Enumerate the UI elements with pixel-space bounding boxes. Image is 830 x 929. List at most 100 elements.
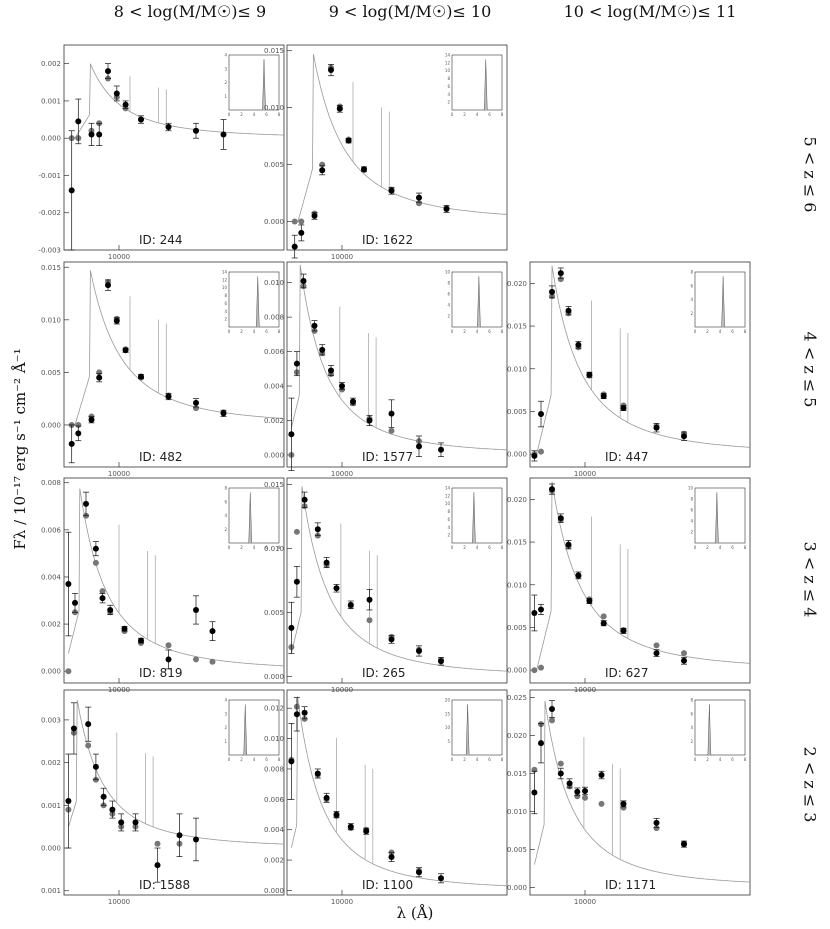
observed-flux-point — [96, 131, 103, 138]
observed-flux-point — [65, 581, 72, 588]
y-tick-label: 0.002 — [41, 621, 61, 629]
y-tick-label: 0.000 — [507, 884, 527, 892]
pz-y-tick-label: 1 — [224, 94, 227, 99]
pz-inset-frame — [228, 699, 280, 756]
pz-inset-frame — [228, 54, 280, 111]
observed-flux-point — [314, 770, 321, 777]
observed-flux-point — [586, 371, 593, 378]
pz-y-tick-label: 10 — [445, 270, 451, 275]
x-tick-label: 10000 — [108, 253, 130, 261]
observed-flux-point — [311, 322, 318, 329]
pz-x-tick-label: 0 — [451, 545, 454, 550]
observed-flux-point — [96, 374, 103, 381]
observed-flux-point — [193, 399, 199, 406]
panel-frame — [63, 689, 285, 896]
observed-flux-point — [288, 624, 295, 631]
pz-peak — [262, 59, 266, 111]
pz-y-tick-label: 2 — [447, 533, 450, 538]
observed-flux-point — [92, 763, 99, 770]
observed-flux-point — [288, 758, 295, 765]
pz-x-tick-label: 4 — [253, 329, 256, 334]
observed-flux-point — [557, 515, 564, 522]
model-flux-point — [416, 200, 422, 207]
observed-flux-point — [85, 721, 92, 728]
pz-x-tick-label: 0 — [694, 545, 697, 550]
pz-inset-frame — [694, 699, 746, 756]
sed-panel: 0.012 0.010 0.008 0.006 0.004 0.002 0.000 10000… — [264, 689, 508, 906]
observed-flux-point — [681, 841, 687, 848]
y-tick-label: 0.005 — [507, 624, 527, 632]
pz-x-tick-label: 6 — [488, 545, 491, 550]
pz-x-tick-label: 6 — [265, 112, 268, 117]
observed-flux-point — [165, 656, 172, 663]
model-flux-point — [319, 161, 326, 168]
pz-inset-frame — [451, 54, 503, 111]
object-id-label: ID: 1622 — [362, 233, 413, 247]
column-header-mass-high: 10 < log(M/M☉)≤ 11 — [563, 2, 737, 21]
observed-flux-point — [301, 496, 308, 503]
y-tick-label: 0.010 — [264, 279, 284, 287]
y-tick-label: 0.001 — [41, 97, 61, 105]
pz-x-tick-label: 8 — [744, 757, 747, 762]
observed-flux-point — [620, 405, 627, 412]
x-tick-label: 10000 — [574, 470, 596, 478]
pz-x-tick-label: 4 — [719, 329, 722, 334]
observed-flux-point — [193, 127, 199, 134]
observed-flux-point — [363, 828, 370, 835]
pz-y-tick-label: 4 — [447, 525, 450, 530]
observed-flux-point — [531, 789, 538, 796]
observed-flux-point — [65, 798, 72, 805]
pz-x-tick-label: 6 — [488, 329, 491, 334]
y-tick-label: 0.010 — [507, 365, 527, 373]
pz-x-tick-label: 2 — [706, 545, 709, 550]
panel-frame — [286, 689, 508, 896]
observed-flux-point — [165, 124, 172, 130]
pz-y-tick-label: 6 — [224, 301, 227, 306]
pz-x-tick-label: 8 — [278, 329, 281, 334]
pz-y-tick-label: 4 — [447, 303, 450, 308]
pz-y-tick-label: 6 — [224, 499, 227, 504]
sed-panel: 0.025 0.020 0.015 0.010 0.005 0.000 10000 ID: 1… — [507, 689, 751, 906]
observed-flux-point — [193, 836, 199, 843]
pz-x-tick-label: 8 — [278, 757, 281, 762]
object-id-label: ID: 447 — [605, 450, 649, 464]
pz-y-tick-label: 2 — [447, 100, 450, 105]
observed-flux-point — [113, 90, 120, 97]
model-flux-point — [291, 218, 298, 225]
model-flux-point — [600, 613, 607, 620]
observed-flux-point — [416, 443, 422, 450]
observed-flux-point — [92, 545, 99, 552]
observed-flux-point — [416, 869, 422, 876]
pz-x-tick-label: 8 — [501, 757, 504, 762]
observed-flux-point — [333, 585, 340, 592]
object-id-label: ID: 1100 — [362, 878, 413, 892]
model-flux-point — [85, 742, 92, 749]
observed-flux-point — [107, 606, 114, 613]
panel-frame — [63, 477, 285, 684]
sed-panel: 0.020 0.015 0.010 0.005 0.000 10000 ID: 447 0 2 4… — [507, 261, 751, 478]
model-flux-point — [65, 668, 72, 675]
panel-frame — [63, 44, 285, 251]
model-flux-point — [99, 588, 106, 595]
y-tick-label: 0.010 — [264, 104, 284, 112]
pz-y-tick-label: 2 — [447, 314, 450, 319]
observed-flux-point — [154, 862, 161, 869]
observed-flux-point — [300, 277, 307, 284]
observed-flux-point — [105, 282, 111, 289]
pz-y-tick-label: 2 — [690, 739, 693, 744]
pz-x-tick-label: 4 — [476, 545, 479, 550]
model-flux-point — [298, 218, 305, 225]
sed-panel: 0.002 0.001 0.000 -0.001 -0.002 -0.003 10000 ID… — [38, 44, 285, 261]
pz-inset-frame — [451, 271, 503, 328]
pz-x-tick-label: 4 — [476, 757, 479, 762]
pz-y-tick-label: 1 — [224, 739, 227, 744]
observed-flux-point — [366, 596, 373, 603]
model-flux-point — [681, 650, 687, 657]
pz-x-tick-label: 2 — [240, 757, 243, 762]
pz-y-tick-label: 8 — [447, 281, 450, 286]
observed-flux-point — [70, 725, 77, 732]
pz-peak — [243, 704, 247, 756]
observed-flux-point — [347, 823, 354, 830]
model-flux-point — [653, 642, 660, 649]
panel-frame — [529, 689, 751, 896]
